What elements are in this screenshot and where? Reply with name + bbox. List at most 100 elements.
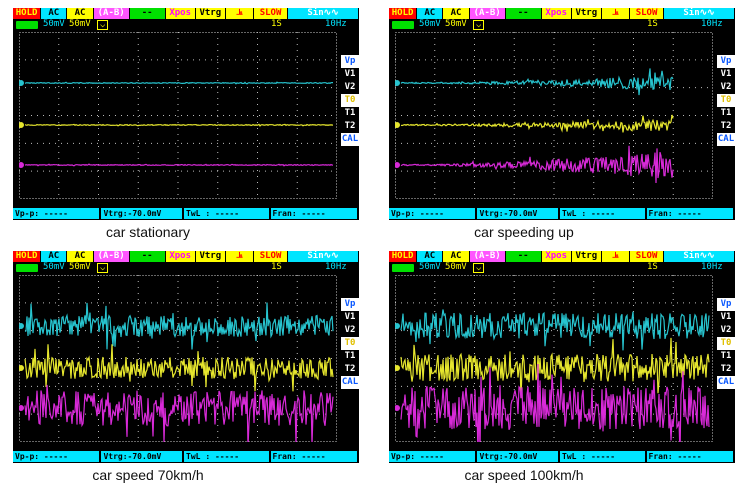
channel-label[interactable]: CAL <box>341 133 359 146</box>
status-item[interactable]: AC <box>443 251 470 262</box>
channel-label[interactable]: T0 <box>341 337 359 350</box>
status-item[interactable]: ⫡ <box>225 8 255 19</box>
channel-label[interactable]: T0 <box>341 94 359 107</box>
channel-label[interactable]: V2 <box>717 324 735 337</box>
frequency-value[interactable]: 10Hz <box>701 19 723 29</box>
measurement-vtrg[interactable]: Vtrg:-70.0mV <box>101 451 183 462</box>
timebase-value[interactable]: 1S <box>271 262 282 272</box>
measurement-vtrg[interactable]: Vtrg:-70.0mV <box>477 451 559 462</box>
channel-label[interactable]: V2 <box>341 324 359 337</box>
ch-b-scale[interactable]: 50mV <box>69 262 91 272</box>
status-item[interactable]: Xpos <box>165 8 196 19</box>
channel-label[interactable]: T0 <box>717 94 735 107</box>
ch-a-scale[interactable]: 50mV <box>419 19 441 29</box>
status-item[interactable]: -- <box>129 8 166 19</box>
channel-label[interactable]: V2 <box>717 81 735 94</box>
status-item[interactable]: ⫡ <box>601 8 631 19</box>
status-item[interactable]: (A-B) <box>469 251 506 262</box>
status-item[interactable]: (A-B) <box>93 251 130 262</box>
channel-label[interactable]: Vp <box>717 55 735 68</box>
status-item[interactable]: Vtrg <box>195 251 226 262</box>
status-item[interactable]: -- <box>129 251 166 262</box>
ch-a-scale[interactable]: 50mV <box>43 19 65 29</box>
waveform-grid[interactable] <box>395 32 713 199</box>
timebase-value[interactable]: 1S <box>647 262 658 272</box>
measurement-twl[interactable]: TwL : ----- <box>184 451 269 462</box>
channel-label[interactable]: T1 <box>341 350 359 363</box>
status-item[interactable]: -- <box>505 251 542 262</box>
frequency-value[interactable]: 10Hz <box>701 262 723 272</box>
channel-label[interactable]: V1 <box>341 311 359 324</box>
status-item[interactable]: AC <box>417 8 444 19</box>
status-item[interactable]: AC <box>67 251 94 262</box>
status-item[interactable]: (A-B) <box>93 8 130 19</box>
measurement-twl[interactable]: TwL : ----- <box>184 208 269 219</box>
channel-label[interactable]: V1 <box>717 311 735 324</box>
status-item[interactable]: Vtrg <box>571 251 602 262</box>
status-item[interactable]: HOLD <box>13 8 42 19</box>
status-item[interactable]: ⫡ <box>601 251 631 262</box>
status-item[interactable]: ⫡ <box>225 251 255 262</box>
measurement-fran[interactable]: Fran: ----- <box>270 451 358 462</box>
channel-label[interactable]: T0 <box>717 337 735 350</box>
channel-label[interactable]: T2 <box>341 120 359 133</box>
ch-b-scale[interactable]: 50mV <box>445 262 467 272</box>
status-item[interactable]: AC <box>41 8 68 19</box>
status-item[interactable]: Sin∿∿ <box>288 251 359 262</box>
timebase-value[interactable]: 1S <box>271 19 282 29</box>
measurement-twl[interactable]: TwL : ----- <box>560 451 645 462</box>
channel-label[interactable]: Vp <box>717 298 735 311</box>
measurement-fran[interactable]: Fran: ----- <box>646 208 734 219</box>
status-item[interactable]: AC <box>443 8 470 19</box>
status-item[interactable]: AC <box>67 8 94 19</box>
status-item[interactable]: AC <box>417 251 444 262</box>
status-item[interactable]: SLOW <box>254 251 289 262</box>
measurement-fran[interactable]: Fran: ----- <box>270 208 358 219</box>
channel-label[interactable]: T1 <box>717 350 735 363</box>
channel-label[interactable]: T1 <box>717 107 735 120</box>
measurement-vpp[interactable]: Vp-p: ----- <box>13 451 100 462</box>
frequency-value[interactable]: 10Hz <box>325 262 347 272</box>
status-item[interactable]: SLOW <box>630 8 665 19</box>
status-item[interactable]: AC <box>41 251 68 262</box>
channel-label[interactable]: Vp <box>341 55 359 68</box>
measurement-vtrg[interactable]: Vtrg:-70.0mV <box>477 208 559 219</box>
status-item[interactable]: -- <box>505 8 542 19</box>
timebase-value[interactable]: 1S <box>647 19 658 29</box>
measurement-vpp[interactable]: Vp-p: ----- <box>13 208 100 219</box>
status-item[interactable]: Sin∿∿ <box>664 251 735 262</box>
channel-label[interactable]: T1 <box>341 107 359 120</box>
measurement-vtrg[interactable]: Vtrg:-70.0mV <box>101 208 183 219</box>
status-item[interactable]: HOLD <box>389 251 418 262</box>
status-item[interactable]: HOLD <box>389 8 418 19</box>
measurement-fran[interactable]: Fran: ----- <box>646 451 734 462</box>
status-item[interactable]: SLOW <box>630 251 665 262</box>
status-item[interactable]: Vtrg <box>571 8 602 19</box>
channel-label[interactable]: CAL <box>717 133 735 146</box>
status-item[interactable]: (A-B) <box>469 8 506 19</box>
status-item[interactable]: Vtrg <box>195 8 226 19</box>
channel-label[interactable]: Vp <box>341 298 359 311</box>
waveform-grid[interactable] <box>395 275 713 442</box>
ch-a-scale[interactable]: 50mV <box>419 262 441 272</box>
status-item[interactable]: Sin∿∿ <box>288 8 359 19</box>
status-item[interactable]: Sin∿∿ <box>664 8 735 19</box>
status-item[interactable]: Xpos <box>541 251 572 262</box>
measurement-twl[interactable]: TwL : ----- <box>560 208 645 219</box>
channel-label[interactable]: V1 <box>341 68 359 81</box>
channel-label[interactable]: CAL <box>341 376 359 389</box>
channel-label[interactable]: V2 <box>341 81 359 94</box>
waveform-grid[interactable] <box>19 275 337 442</box>
channel-label[interactable]: T2 <box>341 363 359 376</box>
channel-label[interactable]: V1 <box>717 68 735 81</box>
ch-b-scale[interactable]: 50mV <box>69 19 91 29</box>
waveform-grid[interactable] <box>19 32 337 199</box>
status-item[interactable]: Xpos <box>541 8 572 19</box>
status-item[interactable]: SLOW <box>254 8 289 19</box>
status-item[interactable]: Xpos <box>165 251 196 262</box>
channel-label[interactable]: T2 <box>717 120 735 133</box>
channel-label[interactable]: T2 <box>717 363 735 376</box>
measurement-vpp[interactable]: Vp-p: ----- <box>389 208 476 219</box>
status-item[interactable]: HOLD <box>13 251 42 262</box>
measurement-vpp[interactable]: Vp-p: ----- <box>389 451 476 462</box>
